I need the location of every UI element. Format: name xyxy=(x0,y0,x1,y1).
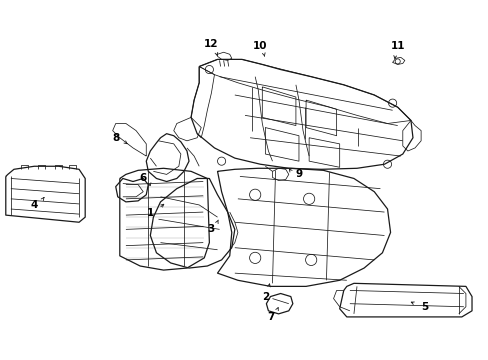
Text: 4: 4 xyxy=(31,200,38,210)
Text: 8: 8 xyxy=(112,133,119,143)
Text: 7: 7 xyxy=(266,312,274,322)
Text: 3: 3 xyxy=(207,224,215,234)
Text: 5: 5 xyxy=(421,302,428,312)
Text: 6: 6 xyxy=(139,174,146,184)
Text: 12: 12 xyxy=(204,39,218,49)
Text: 1: 1 xyxy=(146,208,154,218)
Text: 9: 9 xyxy=(295,170,302,179)
Text: 10: 10 xyxy=(252,41,267,51)
Text: 11: 11 xyxy=(389,41,404,51)
Text: 2: 2 xyxy=(261,292,268,302)
